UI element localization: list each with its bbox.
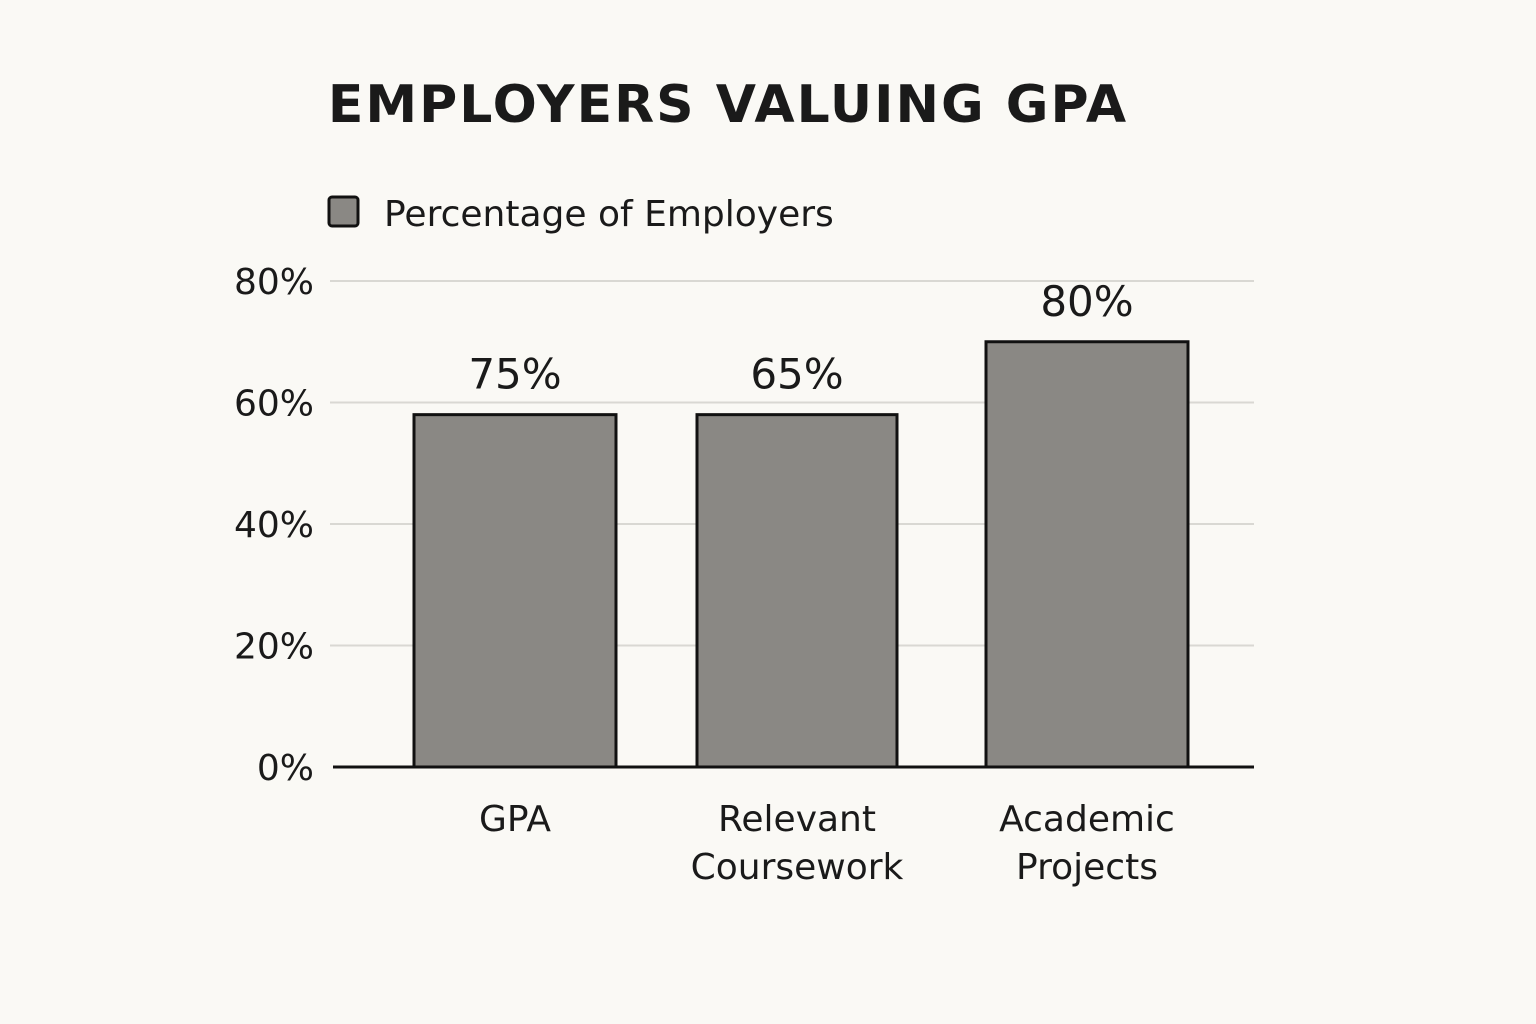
data-labels: 75% 65% 80%: [468, 277, 1133, 399]
bar: [984, 340, 1190, 769]
x-category-label: Projects: [1016, 847, 1158, 888]
x-category-label: GPA: [479, 799, 551, 840]
x-category-label: Relevant: [718, 799, 876, 840]
bar-value-label: 80%: [1040, 277, 1133, 326]
bar: [695, 413, 899, 769]
bar: [412, 413, 618, 769]
x-category-label: Academic: [999, 799, 1175, 840]
bar-value-label: 75%: [468, 350, 561, 399]
bars: [412, 340, 1190, 769]
y-tick-label: 40%: [234, 505, 314, 546]
y-axis-ticks: 0% 20% 40% 60% 80%: [234, 262, 314, 789]
legend-label: Percentage of Employers: [384, 194, 834, 235]
y-tick-label: 20%: [234, 627, 314, 668]
legend-swatch: [327, 195, 360, 228]
x-category-label: Coursework: [691, 847, 904, 888]
y-tick-label: 80%: [234, 262, 314, 303]
y-tick-label: 60%: [234, 384, 314, 425]
y-tick-label: 0%: [257, 748, 314, 789]
bar-value-label: 65%: [750, 350, 843, 399]
chart-title: EMPLOYERS VALUING GPA: [328, 75, 1128, 135]
legend: Percentage of Employers: [327, 194, 834, 235]
x-axis-categories: GPA Relevant Coursework Academic Projects: [479, 799, 1175, 888]
